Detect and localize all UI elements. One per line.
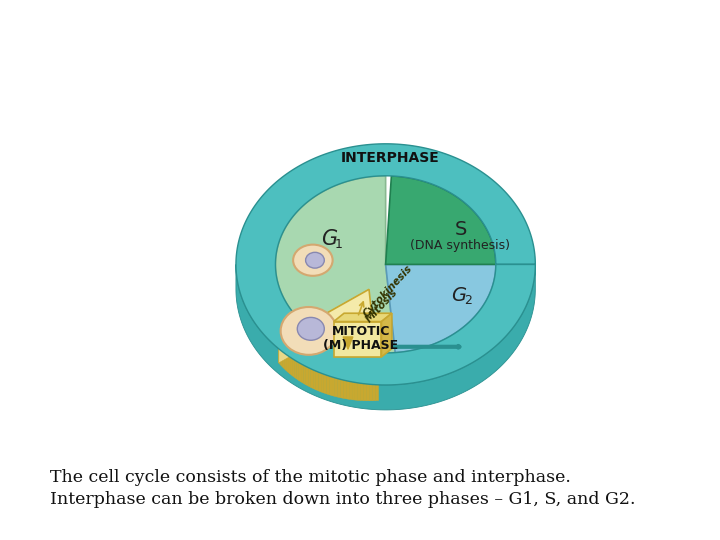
Polygon shape <box>335 374 338 397</box>
Polygon shape <box>382 313 392 357</box>
Polygon shape <box>386 265 395 375</box>
Polygon shape <box>364 378 366 401</box>
Polygon shape <box>358 377 361 401</box>
Text: The cell cycle consists of the mitotic phase and interphase.: The cell cycle consists of the mitotic p… <box>50 469 571 487</box>
Polygon shape <box>313 366 316 390</box>
Polygon shape <box>386 265 496 353</box>
Polygon shape <box>308 363 311 387</box>
Polygon shape <box>370 378 373 401</box>
FancyArrowPatch shape <box>359 302 364 315</box>
Ellipse shape <box>305 252 324 268</box>
Polygon shape <box>276 265 496 378</box>
Text: 2: 2 <box>464 294 472 307</box>
Polygon shape <box>373 378 376 401</box>
Polygon shape <box>386 176 496 265</box>
Ellipse shape <box>281 307 337 355</box>
Polygon shape <box>318 368 321 392</box>
Polygon shape <box>281 342 282 367</box>
Text: Cytokinesis: Cytokinesis <box>361 264 414 319</box>
Text: Mitosis: Mitosis <box>364 287 400 325</box>
Polygon shape <box>236 265 535 410</box>
Polygon shape <box>324 370 326 394</box>
Ellipse shape <box>297 318 324 340</box>
Polygon shape <box>306 362 308 386</box>
Polygon shape <box>343 337 353 349</box>
Polygon shape <box>361 377 364 401</box>
Polygon shape <box>276 176 395 353</box>
Polygon shape <box>279 340 281 365</box>
Polygon shape <box>301 359 303 383</box>
Polygon shape <box>332 373 335 396</box>
Polygon shape <box>395 266 496 375</box>
Polygon shape <box>326 371 329 395</box>
Polygon shape <box>294 354 297 379</box>
Polygon shape <box>333 313 392 321</box>
Polygon shape <box>279 289 379 378</box>
Polygon shape <box>276 266 395 376</box>
Polygon shape <box>321 369 324 393</box>
Polygon shape <box>282 344 284 369</box>
Ellipse shape <box>293 245 333 276</box>
Text: 1: 1 <box>335 238 343 251</box>
Polygon shape <box>338 374 341 398</box>
Text: MITOTIC: MITOTIC <box>331 325 390 338</box>
FancyArrowPatch shape <box>308 346 459 348</box>
Polygon shape <box>366 378 370 401</box>
Polygon shape <box>299 357 301 382</box>
Polygon shape <box>236 144 535 385</box>
Text: G: G <box>321 230 338 249</box>
Polygon shape <box>352 377 355 400</box>
Polygon shape <box>286 348 288 372</box>
Polygon shape <box>341 375 343 399</box>
Polygon shape <box>316 367 318 391</box>
Text: Interphase can be broken down into three phases – G1, S, and G2.: Interphase can be broken down into three… <box>50 491 636 508</box>
Polygon shape <box>386 265 395 375</box>
Polygon shape <box>343 375 346 399</box>
Polygon shape <box>376 377 379 401</box>
Polygon shape <box>279 289 369 363</box>
Polygon shape <box>355 377 358 400</box>
Polygon shape <box>288 349 290 374</box>
Text: (M) PHASE: (M) PHASE <box>323 339 398 352</box>
Polygon shape <box>349 376 352 400</box>
Polygon shape <box>297 356 299 380</box>
Polygon shape <box>333 321 382 357</box>
Text: S: S <box>454 220 467 239</box>
Polygon shape <box>284 346 286 370</box>
Text: (DNA synthesis): (DNA synthesis) <box>410 239 510 252</box>
Text: G: G <box>451 286 466 305</box>
Polygon shape <box>303 361 306 384</box>
Polygon shape <box>311 364 313 389</box>
Polygon shape <box>290 351 292 376</box>
Text: INTERPHASE: INTERPHASE <box>341 151 439 165</box>
Polygon shape <box>329 372 332 396</box>
Polygon shape <box>292 353 294 377</box>
Polygon shape <box>346 376 349 399</box>
